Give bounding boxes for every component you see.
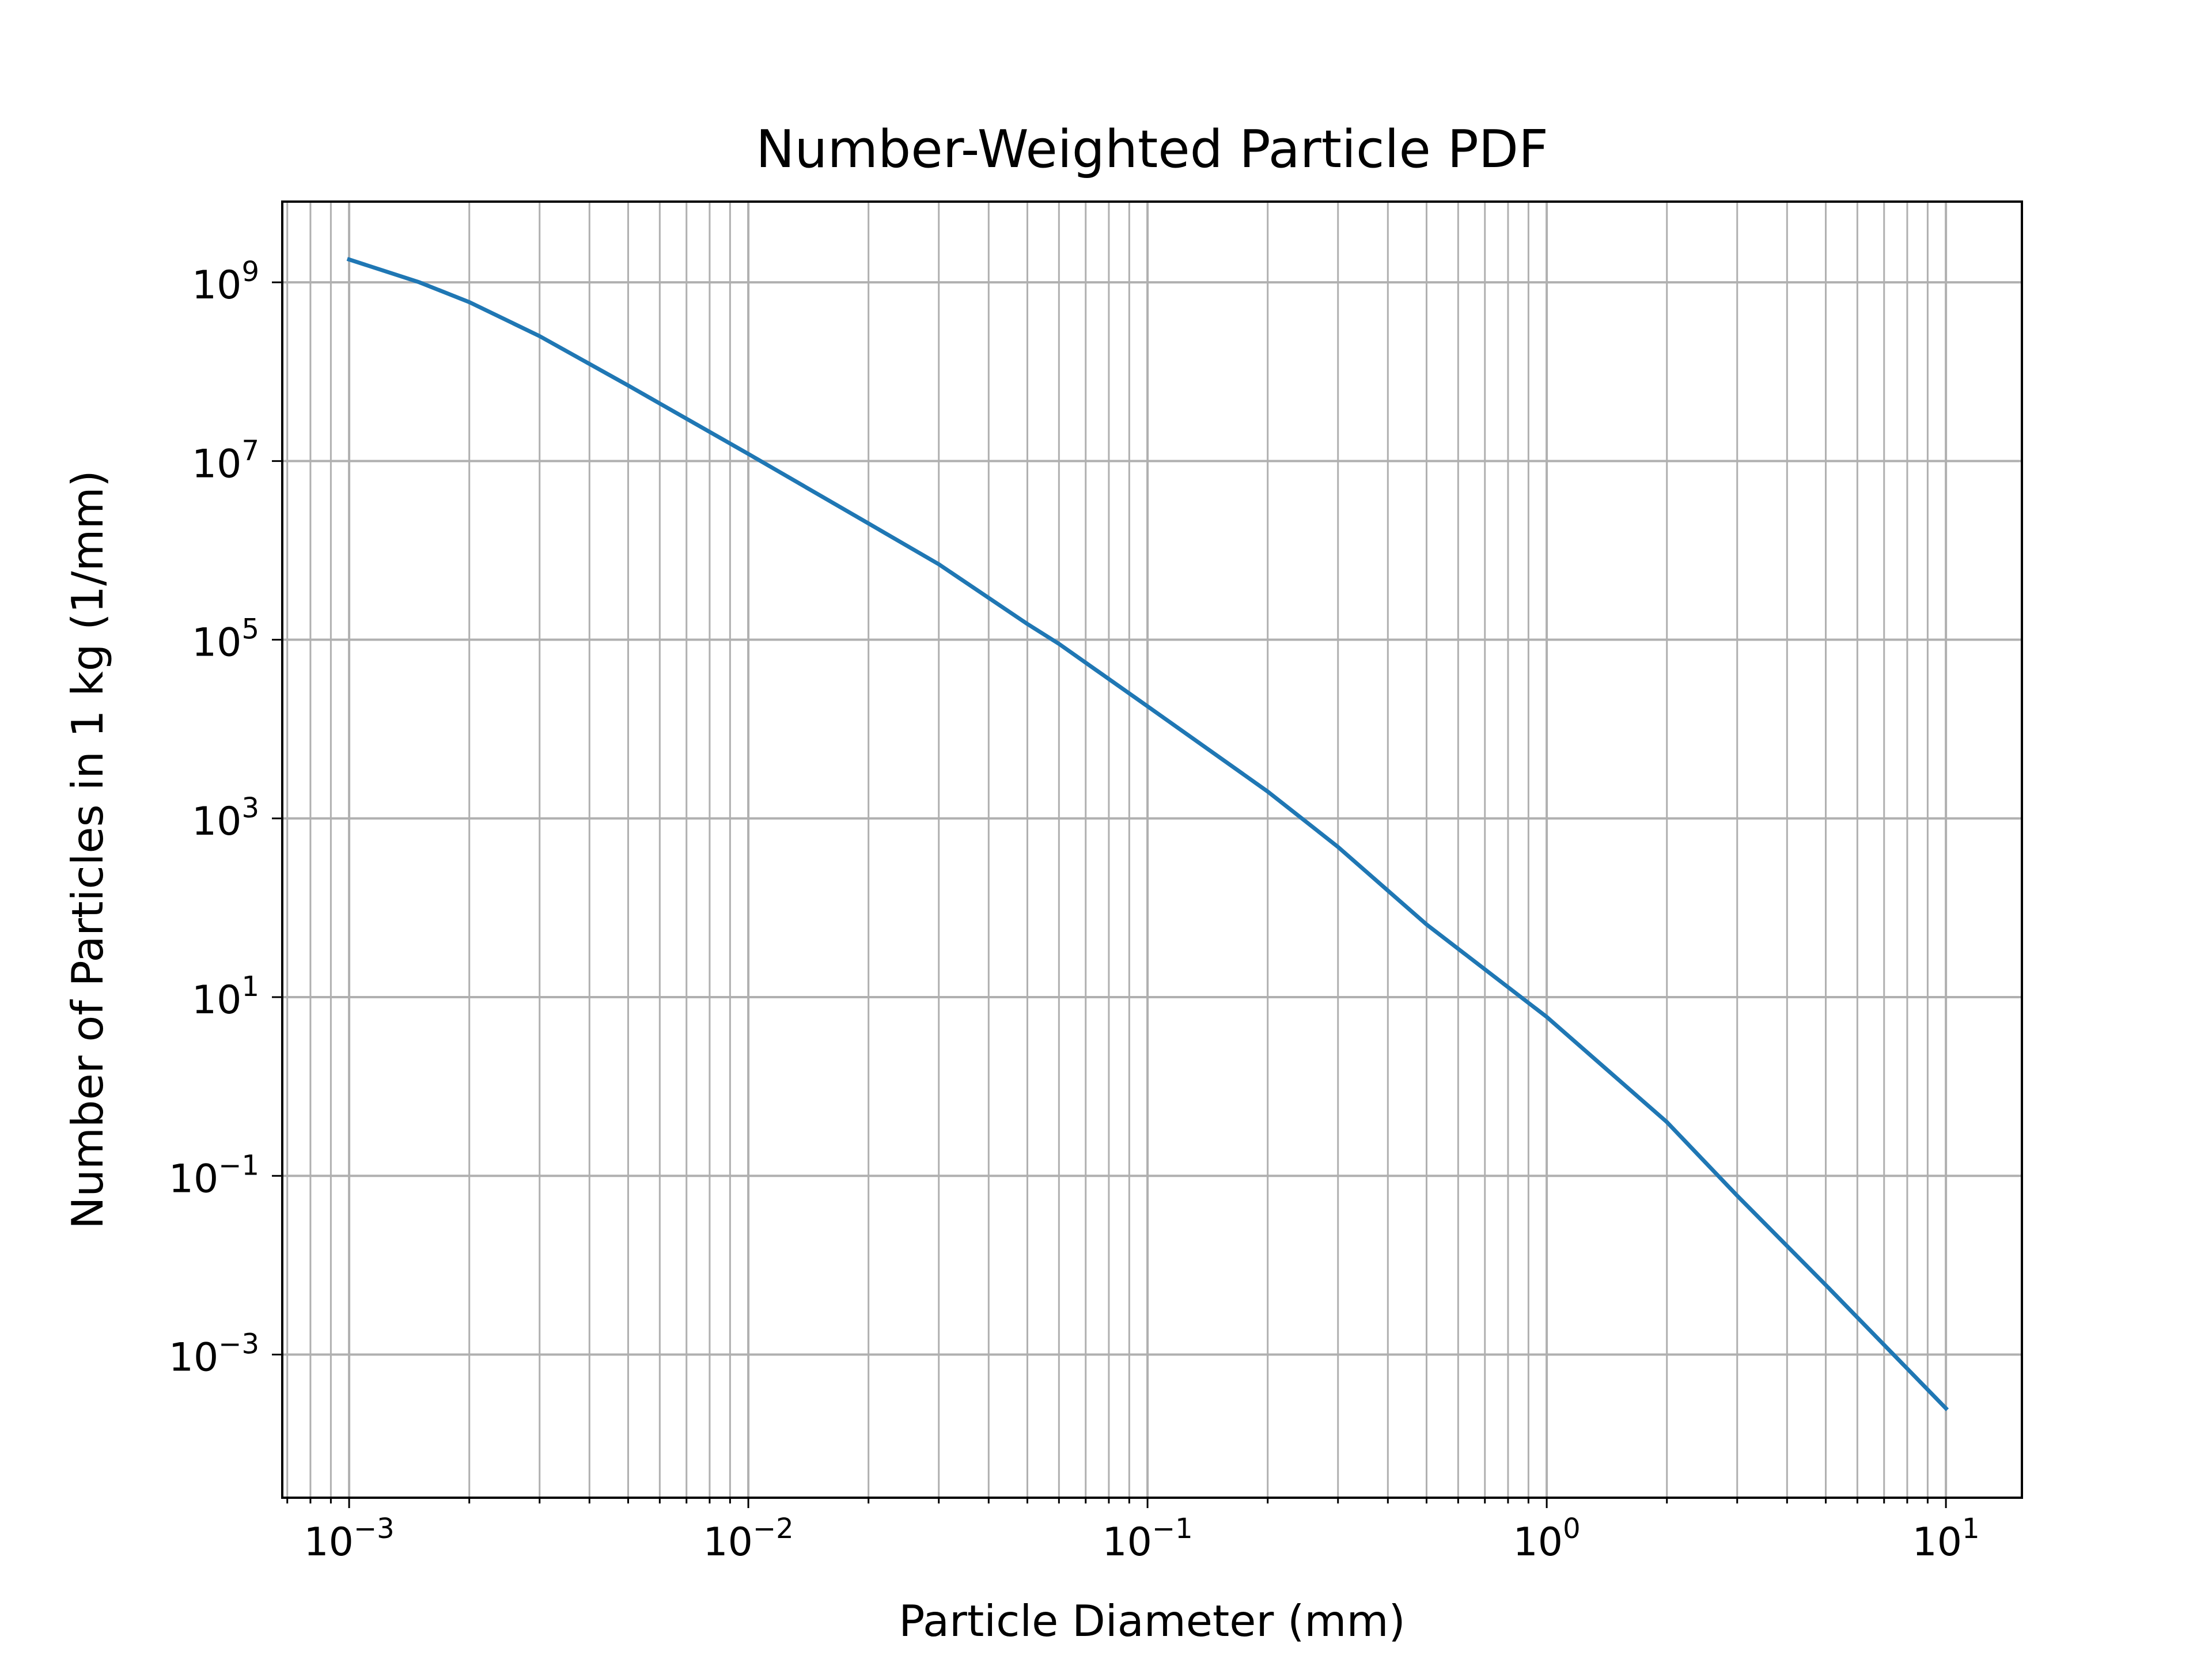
- x-tick-label: 10−1: [1102, 1513, 1192, 1565]
- y-axis-label: Number of Particles in 1 kg (1/mm): [62, 470, 113, 1229]
- series: [346, 257, 1949, 1411]
- grid-major: [282, 202, 2022, 1498]
- tick-marks: [272, 281, 1947, 1508]
- y-tick-label: 109: [192, 256, 259, 308]
- grid-minor: [286, 202, 1929, 1498]
- y-tick-label: 10−3: [169, 1328, 259, 1380]
- y-tick-label: 101: [192, 971, 259, 1023]
- y-tick-label: 105: [192, 613, 259, 666]
- y-tick-label: 103: [192, 792, 259, 844]
- y-tick-label: 10−1: [169, 1149, 259, 1202]
- series-line: [346, 257, 1949, 1411]
- y-tick-label: 107: [192, 434, 259, 487]
- x-axis-label: Particle Diameter (mm): [899, 1596, 1406, 1646]
- x-tick-label: 10−3: [304, 1513, 394, 1565]
- x-tick-label: 100: [1513, 1513, 1581, 1565]
- plot-frame: [281, 200, 2023, 1499]
- x-tick-labels: 10−3 10−2 10−1 100 101: [304, 1513, 1979, 1565]
- x-tick-label: 10−2: [703, 1513, 793, 1565]
- x-tick-label: 101: [1912, 1513, 1980, 1565]
- chart-title: Number-Weighted Particle PDF: [756, 119, 1548, 180]
- y-tick-labels: 109 107 105 103 101 10−1 10−3: [169, 256, 259, 1380]
